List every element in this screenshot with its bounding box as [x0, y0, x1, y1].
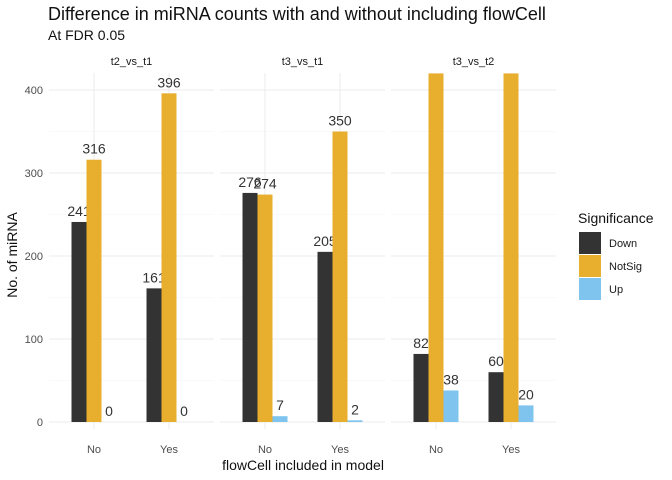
data-label: 396 [157, 74, 181, 90]
data-label: 316 [82, 141, 106, 157]
bar-down [317, 251, 333, 422]
facet-strip-label: t3_vs_t2 [453, 56, 495, 68]
y-tick-label: 400 [25, 85, 43, 97]
data-label: 20 [518, 386, 534, 402]
x-tick-label: No [429, 444, 443, 456]
legend-key-down [579, 232, 601, 254]
bar-up [518, 405, 534, 422]
bar-notsig [503, 73, 519, 423]
bar-up [347, 420, 363, 422]
data-label: 241 [67, 203, 91, 219]
bar-down [488, 372, 504, 422]
bar-up [443, 390, 459, 422]
data-label: 350 [328, 113, 352, 129]
bar-down [242, 192, 258, 422]
legend-key-up [579, 278, 601, 300]
bar-notsig [161, 93, 177, 422]
legend: Significance Down NotSig Up [578, 210, 654, 300]
data-label: 38 [443, 371, 459, 387]
data-label: 82 [413, 335, 429, 351]
facet-panel: t2_vs_t1 241 161 316 396 0 0 No Yes [49, 56, 214, 456]
bar-down [413, 353, 429, 422]
legend-label: NotSig [609, 261, 642, 273]
bar-notsig [428, 73, 444, 423]
bar-up [272, 416, 288, 422]
legend-label: Up [609, 284, 623, 296]
y-axis-title: No. of miRNA [4, 212, 20, 298]
y-tick-label: 100 [25, 334, 43, 346]
x-tick-label: Yes [502, 444, 520, 456]
facet-panels: t2_vs_t1 241 161 316 396 0 0 No Yes t3_vs_t1 276 20… [49, 56, 556, 456]
x-tick-label: No [258, 444, 272, 456]
legend-title: Significance [578, 210, 654, 226]
y-axis: 0 100 200 300 400 [25, 85, 43, 429]
data-label: 0 [180, 403, 188, 419]
chart-title: Difference in miRNA counts with and with… [48, 4, 546, 24]
data-label: 161 [142, 269, 166, 285]
x-axis-title: flowCell included in model [222, 457, 384, 473]
x-tick-label: No [87, 444, 101, 456]
facet-strip-label: t3_vs_t1 [282, 56, 324, 68]
data-label: 60 [488, 353, 504, 369]
data-label: 276 [238, 174, 262, 190]
facet-panel: t3_vs_t1 276 205 274 350 7 2 No Yes [220, 56, 385, 456]
chart-subtitle: At FDR 0.05 [48, 27, 125, 43]
x-tick-label: Yes [160, 444, 178, 456]
data-label: 2 [351, 401, 359, 417]
bar-down [71, 221, 87, 422]
bar-notsig [332, 131, 348, 422]
y-tick-label: 300 [25, 168, 43, 180]
data-label: 7 [276, 397, 284, 413]
legend-key-notsig [579, 255, 601, 277]
facet-strip-label: t2_vs_t1 [111, 56, 153, 68]
legend-label: Down [609, 238, 637, 250]
data-label: 274 [253, 176, 277, 192]
y-tick-label: 200 [25, 251, 43, 263]
bar-notsig [86, 159, 102, 422]
x-tick-label: Yes [331, 444, 349, 456]
bar-down [146, 288, 162, 422]
data-label: 0 [105, 403, 113, 419]
bar-notsig [257, 194, 273, 422]
y-tick-label: 0 [37, 417, 43, 429]
facet-panel: t3_vs_t2 82 60 38 20 No Yes [391, 56, 556, 456]
data-label: 205 [313, 233, 337, 249]
